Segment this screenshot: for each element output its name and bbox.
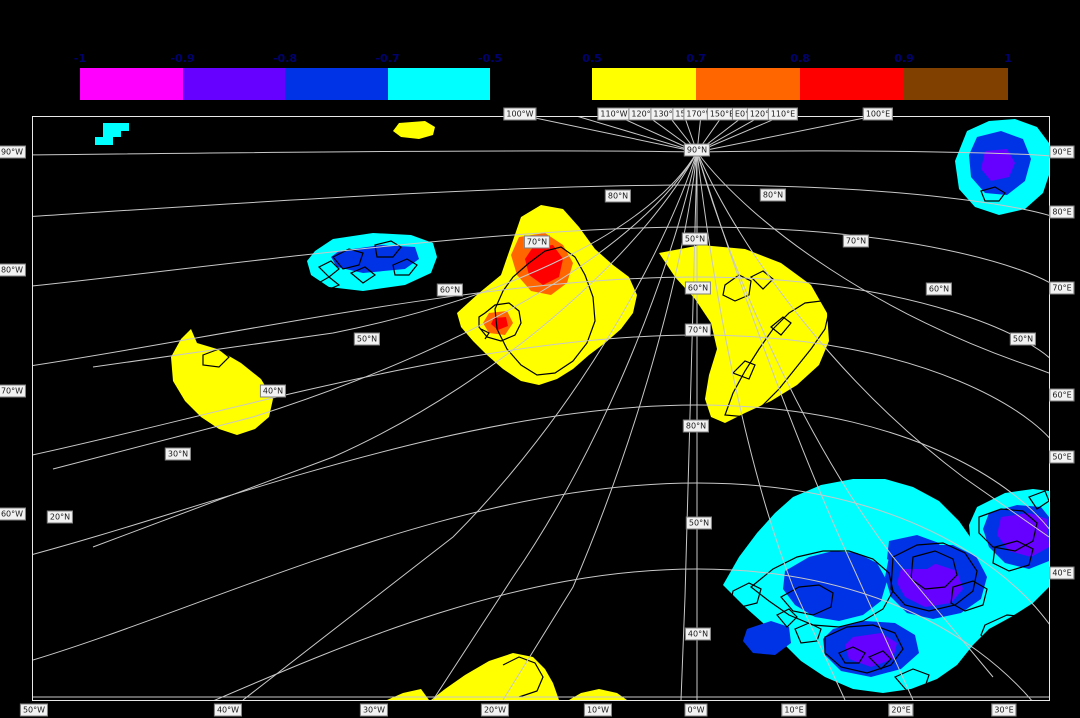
coastline-layer (202, 186, 1049, 698)
positive-correlation-colorbar-swatch-orange (696, 68, 800, 100)
grid-label-latitude: 40°N (259, 384, 287, 398)
grid-label-latitude: 50°N (1009, 332, 1037, 346)
negative-correlation-colorbar-tick: -0.8 (272, 52, 298, 65)
grid-label-left: 80°W (0, 263, 27, 277)
region-europe-se-purple (845, 633, 897, 667)
region-siberia-purple (997, 513, 1049, 557)
grid-label-left: 90°W (0, 145, 27, 159)
grid-label-latitude: 70°N (842, 234, 870, 248)
grid-label-longitude-bottom: 20°W (480, 703, 510, 717)
negative-correlation-colorbar-swatch-violet (182, 68, 285, 100)
grid-label-longitude-bottom: 10°E (781, 703, 807, 717)
grid-label-latitude: 80°N (682, 419, 710, 433)
positive-correlation-colorbar-tick: 0.7 (686, 52, 706, 65)
grid-label-longitude-top: 100°E (862, 107, 894, 121)
grid-label-latitude: 30°N (164, 447, 192, 461)
region-south-band-left (387, 689, 429, 700)
grid-label-right: 70°E (1049, 281, 1075, 295)
negative-correlation-colorbar-swatch-cyan (387, 68, 490, 100)
grid-label-left: 70°W (0, 384, 27, 398)
negative-correlation-colorbar-swatch-magenta (80, 68, 183, 100)
grid-label-right: 40°E (1049, 566, 1075, 580)
negative-correlation-colorbar-tick: -0.9 (170, 52, 195, 65)
grid-label-longitude-top: 150°E (706, 107, 738, 121)
region-west-europe-blue (743, 621, 791, 655)
grid-label-longitude-bottom: 30°E (991, 703, 1017, 717)
positive-correlation-colorbar-swatch-red (800, 68, 904, 100)
region-ellesmere (393, 121, 435, 139)
positive-colorbar-ticks: 0.5 0.7 0.8 0.9 1 (582, 52, 1012, 66)
correlation-field-layer (95, 119, 1049, 700)
grid-label-latitude: 50°N (353, 332, 381, 346)
positive-correlation-colorbar (592, 68, 1008, 100)
negative-correlation-colorbar-tick: -0.7 (375, 52, 400, 65)
region-europe-outer (723, 479, 1049, 693)
grid-label-latitude: 40°N (684, 627, 712, 641)
graticule-parallels (33, 150, 1049, 700)
grid-label-left: 60°W (0, 507, 27, 521)
positive-correlation-colorbar-tick: 0.8 (790, 52, 810, 65)
positive-correlation-colorbar-swatch-brown (904, 68, 1008, 100)
grid-label-longitude-top: 110°W (597, 107, 631, 121)
grid-label-latitude: 80°N (604, 189, 632, 203)
region-europe-purple1 (897, 563, 963, 607)
grid-label-latitude: 80°N (759, 188, 787, 202)
grid-label-right: 50°E (1049, 450, 1075, 464)
region-greenland-hot2 (525, 245, 563, 285)
negative-correlation-colorbar-tick: -0.5 (477, 52, 503, 65)
grid-label-longitude-bottom: 30°W (359, 703, 389, 717)
positive-correlation-colorbar-tick: 0.5 (582, 52, 602, 65)
grid-label-right: 80°E (1049, 205, 1075, 219)
grid-label-latitude: 70°N (523, 235, 551, 249)
positive-correlation-colorbar-tick: 1 (1004, 52, 1012, 65)
grid-label-right: 60°E (1049, 388, 1075, 402)
positive-correlation-colorbar-swatch-yellow (592, 68, 696, 100)
grid-label-latitude: 50°N (681, 232, 709, 246)
grid-label-longitude-top: 100°W (503, 107, 537, 121)
grid-label-latitude: 60°N (436, 283, 464, 297)
grid-label-latitude: 60°N (925, 282, 953, 296)
grid-label-longitude-bottom: 10°W (583, 703, 613, 717)
region-north-america (171, 329, 273, 435)
negative-correlation-colorbar-swatch-blue (285, 68, 388, 100)
negative-correlation-colorbar-tick: -1 (73, 52, 87, 65)
grid-label-latitude: 50°N (685, 516, 713, 530)
grid-label-latitude: 90°N (683, 143, 711, 157)
grid-label-latitude: 60°N (684, 281, 712, 295)
region-iceland-core (491, 317, 508, 330)
grid-label-latitude: 70°N (684, 323, 712, 337)
grid-label-right: 90°E (1049, 145, 1075, 159)
negative-correlation-colorbar (80, 68, 490, 100)
region-arctic-canada (95, 123, 129, 145)
grid-label-longitude-bottom: 50°W (19, 703, 49, 717)
map-panel: 90°N 80°N 80°N 70°N 70°N 60°N 60°N 50°N 50°N 50°N… (32, 116, 1050, 701)
region-south-band-right (569, 689, 627, 700)
grid-label-longitude-bottom: 0°W (684, 703, 708, 717)
grid-label-longitude-bottom: 20°E (888, 703, 914, 717)
negative-colorbar-ticks: -1 -0.9 -0.8 -0.7 -0.5 (74, 52, 502, 66)
map-canvas (33, 117, 1049, 700)
region-northeast-purple (981, 149, 1015, 181)
grid-label-longitude-bottom: 40°W (213, 703, 243, 717)
positive-correlation-colorbar-tick: 0.9 (894, 52, 914, 65)
region-south-band (431, 653, 559, 700)
region-europe-mid-blue1 (783, 551, 887, 621)
region-greenland (457, 205, 637, 385)
grid-label-latitude: 20°N (46, 510, 74, 524)
grid-label-longitude-top: 110°E (767, 107, 799, 121)
